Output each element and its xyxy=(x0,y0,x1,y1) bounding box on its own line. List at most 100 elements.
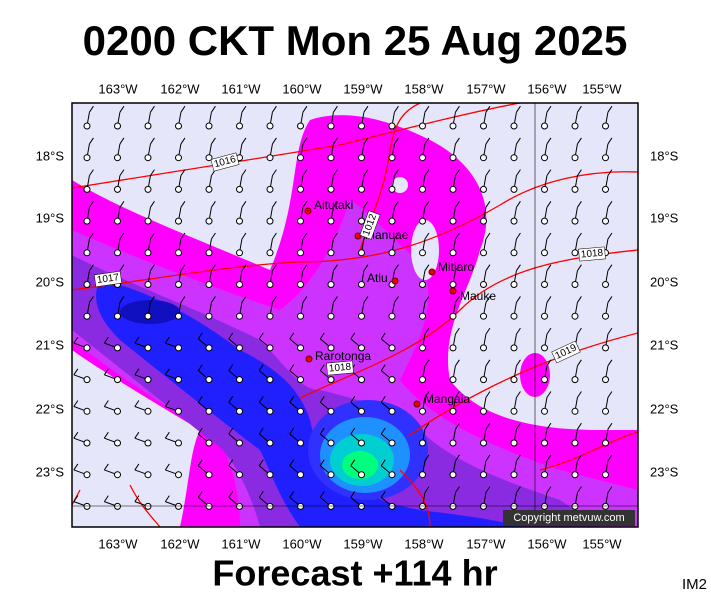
barb-flag xyxy=(73,495,79,502)
barb-station xyxy=(358,439,365,447)
barb-station xyxy=(358,312,365,320)
barb-flag xyxy=(350,491,356,498)
barb-flag xyxy=(424,422,430,430)
barb-flag xyxy=(455,486,460,493)
barb-station xyxy=(449,407,457,415)
barb-flag xyxy=(350,427,356,435)
barb-station xyxy=(114,344,121,352)
barb-station xyxy=(571,217,579,225)
barb-station xyxy=(358,407,365,415)
barb-station xyxy=(541,439,548,447)
barb-station xyxy=(297,376,304,384)
barb-flag xyxy=(241,105,247,113)
barb-flag xyxy=(485,454,491,462)
barb-station xyxy=(144,217,152,225)
barb-flag xyxy=(394,105,399,113)
lon-label-bottom: 160°W xyxy=(282,536,322,551)
barb-station xyxy=(419,249,426,257)
lon-label-bottom: 163°W xyxy=(98,536,138,551)
barb-station xyxy=(297,312,304,320)
barb-flag xyxy=(272,169,277,176)
barb-station xyxy=(327,471,335,479)
barb-station xyxy=(144,502,152,510)
barb-station xyxy=(114,122,121,130)
barb-station xyxy=(205,154,213,162)
barb-flag xyxy=(150,169,155,176)
barb-flag xyxy=(272,296,277,303)
barb-station xyxy=(449,281,457,288)
barb-flag xyxy=(424,327,430,335)
title: 0200 CKT Mon 25 Aug 2025 xyxy=(83,17,628,64)
barb-station xyxy=(236,376,243,384)
barb-flag xyxy=(197,364,203,371)
isobar-label-group: 1018 xyxy=(326,360,354,376)
barb-flag xyxy=(319,364,325,371)
barb-flag xyxy=(455,422,460,430)
lon-label-top: 163°W xyxy=(98,81,138,96)
barb-station xyxy=(388,249,396,257)
barb-station xyxy=(236,439,243,447)
barb-station xyxy=(602,376,609,384)
barb-flag xyxy=(363,105,369,113)
barb-station xyxy=(144,281,152,288)
barb-flag xyxy=(485,391,491,398)
barb-flag xyxy=(546,391,552,398)
barb-station xyxy=(144,407,152,415)
barb-station xyxy=(297,439,304,447)
barb-station xyxy=(83,217,91,225)
barb-flag xyxy=(455,232,460,240)
barb-flag xyxy=(119,169,125,176)
barb-flag xyxy=(73,463,79,471)
isobar-label-box xyxy=(578,246,606,262)
barb-flag xyxy=(485,169,491,176)
barb-station xyxy=(419,471,426,479)
lon-label-bottom: 157°W xyxy=(466,536,506,551)
barb-flag xyxy=(73,368,79,376)
barb-station xyxy=(114,249,121,257)
barb-flag xyxy=(302,232,308,240)
barb-flag xyxy=(211,105,216,113)
barb-flag xyxy=(119,137,125,145)
barb-station xyxy=(480,376,487,384)
barb-flag xyxy=(272,137,277,145)
barb-flag xyxy=(164,431,170,439)
barb-station xyxy=(297,344,304,352)
barb-flag xyxy=(577,296,582,303)
barb-station xyxy=(480,185,487,193)
barb-flag xyxy=(228,491,234,498)
barb-flag xyxy=(289,332,295,340)
barb-flag xyxy=(424,232,430,240)
barb-station xyxy=(388,502,396,510)
barb-station xyxy=(297,185,304,193)
barb-flag xyxy=(424,359,430,367)
barb-station xyxy=(114,471,121,479)
barb-flag xyxy=(455,201,460,208)
barb-flag xyxy=(546,201,552,208)
barb-flag xyxy=(577,391,582,398)
barb-station xyxy=(297,281,304,288)
barb-flag xyxy=(577,264,582,271)
barb-flag xyxy=(302,296,308,303)
barb-station xyxy=(480,471,487,479)
place-label: Manuae xyxy=(365,228,409,242)
barb-station xyxy=(541,217,548,225)
lat-label-left: 21°S xyxy=(36,337,65,352)
barb-station xyxy=(510,154,518,162)
barb-flag xyxy=(577,359,582,367)
barb-flag xyxy=(607,105,613,113)
lon-label-top: 156°W xyxy=(527,81,567,96)
barb-station xyxy=(144,344,152,352)
lat-label-right: 19°S xyxy=(650,210,679,225)
barb-flag xyxy=(333,169,338,176)
isobar-label-box xyxy=(551,340,581,364)
barb-station xyxy=(205,439,213,447)
barb-flag xyxy=(197,396,203,403)
barb-flag xyxy=(289,459,295,466)
barb-station xyxy=(358,217,365,225)
barb-station xyxy=(388,217,396,225)
barb-station xyxy=(602,407,609,415)
barb-station xyxy=(541,185,548,193)
barb-station xyxy=(419,439,426,447)
barb-flag xyxy=(607,169,613,176)
barb-station xyxy=(114,502,121,510)
